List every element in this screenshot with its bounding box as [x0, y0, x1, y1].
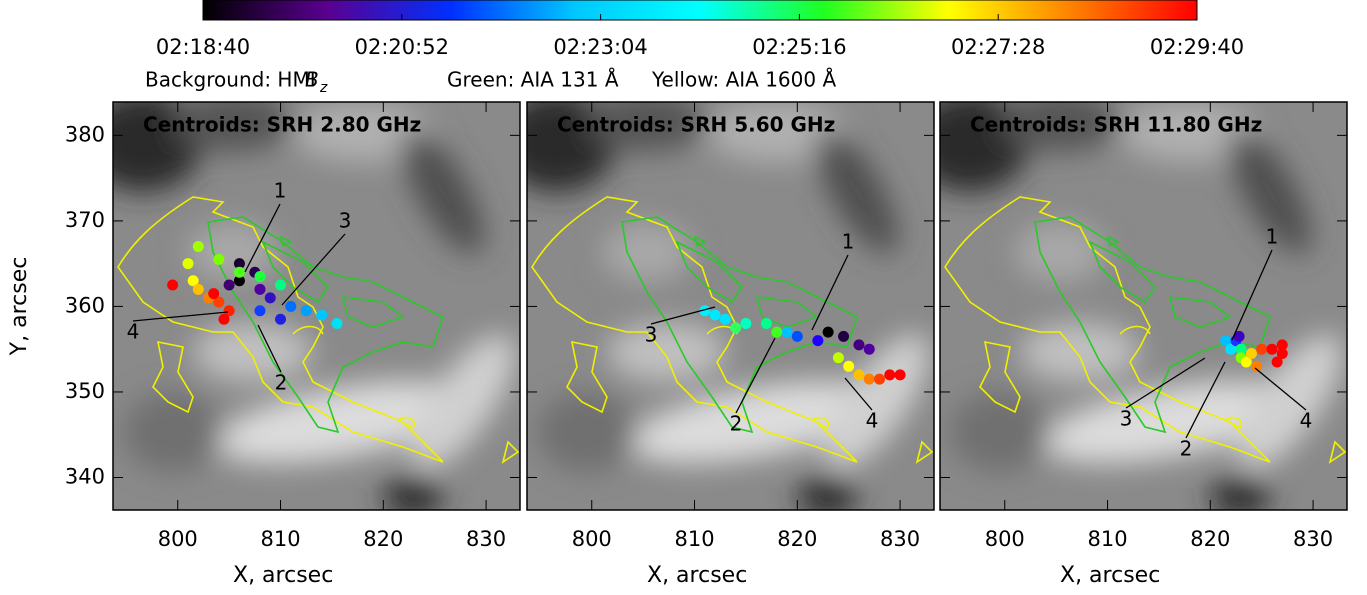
x-tick-label: 800 — [572, 527, 612, 551]
centroid-point — [193, 241, 204, 252]
colorbar-tick-label: 02:25:16 — [752, 35, 846, 59]
centroid-point — [782, 327, 793, 338]
centroid-point — [843, 361, 854, 372]
x-tick-label: 810 — [674, 527, 714, 551]
centroid-point — [864, 344, 875, 355]
figure: Background: HMI B z Green: AIA 131 Å Yel… — [0, 0, 1367, 595]
centroid-point — [792, 331, 803, 342]
annotation-label: 2 — [275, 371, 288, 395]
annotation-label: 2 — [1180, 437, 1193, 461]
y-tick-label: 370 — [65, 208, 105, 232]
centroid-point — [740, 318, 751, 329]
centroid-point — [874, 374, 885, 385]
legend-symbol: B — [305, 68, 319, 92]
annotation-label: 4 — [1300, 409, 1313, 433]
centroid-point — [316, 309, 327, 320]
centroid-point — [823, 327, 834, 338]
colorbar-tick-label: 02:18:40 — [156, 35, 250, 59]
y-axis-label: Y, arcsec — [7, 257, 32, 357]
x-tick-label: 820 — [363, 527, 403, 551]
centroid-point — [301, 305, 312, 316]
x-tick-label: 820 — [1190, 527, 1230, 551]
x-tick-label: 810 — [260, 527, 300, 551]
panel-title: Centroids: SRH 2.80 GHz — [143, 113, 421, 137]
colorbar-tick-label: 02:29:40 — [1150, 35, 1244, 59]
centroid-point — [853, 369, 864, 380]
centroid-point — [833, 352, 844, 363]
annotation-label: 4 — [127, 320, 140, 344]
centroid-point — [812, 335, 823, 346]
centroid-point — [720, 314, 731, 325]
centroid-point — [208, 288, 219, 299]
legend-subscript: z — [319, 80, 328, 96]
centroid-point — [710, 309, 721, 320]
centroid-point — [761, 318, 772, 329]
centroid-point — [895, 369, 906, 380]
centroid-point — [884, 369, 895, 380]
legend-yellow: Yellow: AIA 1600 Å — [651, 68, 836, 92]
centroid-point — [275, 280, 286, 291]
centroid-point — [254, 271, 265, 282]
centroid-point — [275, 314, 286, 325]
x-axis-label: X, arcsec — [233, 563, 333, 588]
centroid-point — [224, 280, 235, 291]
centroid-point — [1266, 344, 1277, 355]
centroid-point — [853, 339, 864, 350]
centroid-point — [193, 284, 204, 295]
y-tick-label: 350 — [65, 379, 105, 403]
y-tick-label: 340 — [65, 464, 105, 488]
centroid-point — [864, 374, 875, 385]
centroid-point — [1277, 339, 1288, 350]
annotation-label: 1 — [1266, 225, 1279, 249]
colorbar-tick-label: 02:20:52 — [355, 35, 449, 59]
x-tick-label: 810 — [1087, 527, 1127, 551]
centroid-point — [771, 327, 782, 338]
centroid-point — [285, 301, 296, 312]
x-tick-label: 830 — [466, 527, 506, 551]
annotation-label: 1 — [842, 230, 855, 254]
centroid-point — [167, 280, 178, 291]
colorbar — [203, 0, 1197, 20]
centroid-point — [1251, 361, 1262, 372]
x-axis-label: X, arcsec — [647, 563, 747, 588]
centroid-point — [332, 318, 343, 329]
centroid-point — [1256, 344, 1267, 355]
annotation-label: 3 — [645, 323, 658, 347]
centroid-point — [1246, 348, 1257, 359]
background-map — [83, 92, 533, 517]
y-tick-label: 380 — [65, 122, 105, 146]
annotation-label: 3 — [339, 209, 352, 233]
x-tick-label: 830 — [880, 527, 920, 551]
x-axis-label: X, arcsec — [1060, 563, 1160, 588]
centroid-point — [254, 305, 265, 316]
x-tick-label: 830 — [1293, 527, 1333, 551]
centroid-point — [265, 292, 276, 303]
background-map — [910, 92, 1360, 517]
background-map — [497, 92, 947, 517]
centroid-point — [183, 258, 194, 269]
panel-title: Centroids: SRH 5.60 GHz — [557, 113, 835, 137]
annotation-label: 3 — [1120, 407, 1133, 431]
centroid-point — [254, 284, 265, 295]
x-tick-label: 800 — [985, 527, 1025, 551]
centroid-point — [234, 267, 245, 278]
panel-title: Centroids: SRH 11.80 GHz — [970, 113, 1262, 137]
x-tick-label: 820 — [777, 527, 817, 551]
x-tick-label: 800 — [158, 527, 198, 551]
centroid-point — [838, 331, 849, 342]
annotation-label: 1 — [274, 179, 287, 203]
annotation-label: 2 — [730, 412, 743, 436]
centroid-point — [730, 322, 741, 333]
legend-background: Background: HMI — [145, 68, 316, 92]
colorbar-tick-label: 02:23:04 — [553, 35, 647, 59]
centroid-point — [219, 314, 230, 325]
centroid-point — [1272, 357, 1283, 368]
centroid-point — [213, 254, 224, 265]
annotation-label: 4 — [866, 409, 879, 433]
legend-green: Green: AIA 131 Å — [447, 68, 619, 92]
y-tick-label: 360 — [65, 293, 105, 317]
colorbar-tick-label: 02:27:28 — [951, 35, 1045, 59]
